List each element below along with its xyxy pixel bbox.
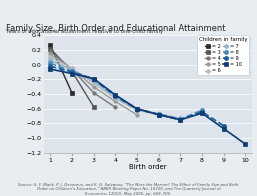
Line: = 8: = 8 bbox=[48, 61, 204, 121]
= 5 bbox=[70, 67, 74, 70]
= 8 bbox=[49, 62, 52, 64]
= 10 bbox=[157, 113, 160, 116]
= 7 bbox=[157, 113, 160, 115]
= 4 bbox=[70, 68, 74, 70]
= 6 bbox=[157, 113, 160, 116]
= 8 bbox=[179, 118, 182, 120]
Line: = 3: = 3 bbox=[49, 47, 95, 108]
= 5 bbox=[114, 100, 117, 103]
= 2 bbox=[70, 92, 74, 94]
= 7 bbox=[114, 96, 117, 98]
= 10 bbox=[222, 127, 225, 130]
Legend: = 2, = 3, = 4, = 5, = 6, = 7, = 8, = 9, = 10: = 2, = 3, = 4, = 5, = 6, = 7, = 8, = 9, … bbox=[197, 35, 250, 75]
= 6 bbox=[49, 56, 52, 59]
Line: = 4: = 4 bbox=[49, 50, 117, 109]
= 5 bbox=[135, 113, 139, 116]
= 3 bbox=[92, 105, 95, 108]
= 10 bbox=[114, 94, 117, 96]
= 7 bbox=[70, 69, 74, 71]
= 6 bbox=[70, 67, 74, 70]
= 5 bbox=[49, 53, 52, 56]
Text: Family Size, Birth Order and Educational Attainment: Family Size, Birth Order and Educational… bbox=[6, 24, 226, 33]
= 10 bbox=[92, 77, 95, 80]
= 3 bbox=[49, 47, 52, 50]
= 9 bbox=[92, 77, 95, 80]
= 4 bbox=[49, 50, 52, 53]
= 9 bbox=[70, 71, 74, 73]
= 8 bbox=[135, 108, 139, 111]
= 5 bbox=[92, 86, 95, 88]
= 9 bbox=[157, 113, 160, 116]
= 6 bbox=[92, 82, 95, 84]
= 10 bbox=[49, 68, 52, 70]
= 9 bbox=[114, 94, 117, 97]
= 7 bbox=[92, 80, 95, 82]
X-axis label: Birth order: Birth order bbox=[129, 164, 167, 170]
Line: = 7: = 7 bbox=[49, 59, 182, 120]
= 10 bbox=[179, 119, 182, 121]
= 2 bbox=[49, 44, 52, 46]
= 4 bbox=[92, 92, 95, 94]
= 8 bbox=[200, 109, 204, 111]
Text: Source: S. F. Black, P. J. Devereux, and K. G. Salvanes, “The More the Merrier? : Source: S. F. Black, P. J. Devereux, and… bbox=[18, 183, 239, 196]
= 9 bbox=[135, 108, 139, 110]
= 8 bbox=[157, 113, 160, 115]
= 8 bbox=[92, 78, 95, 81]
= 6 bbox=[114, 97, 117, 100]
= 10 bbox=[70, 72, 74, 75]
= 7 bbox=[135, 108, 139, 110]
Line: = 6: = 6 bbox=[49, 56, 160, 116]
Line: = 9: = 9 bbox=[48, 64, 226, 128]
= 10 bbox=[135, 108, 139, 110]
= 9 bbox=[179, 119, 182, 121]
= 8 bbox=[114, 95, 117, 97]
Text: Years of educational attainment relative to one-child family: Years of educational attainment relative… bbox=[6, 29, 163, 34]
= 7 bbox=[49, 59, 52, 62]
= 10 bbox=[244, 143, 247, 145]
Line: = 5: = 5 bbox=[49, 53, 139, 116]
= 9 bbox=[222, 124, 225, 127]
= 6 bbox=[135, 109, 139, 111]
= 9 bbox=[49, 65, 52, 67]
= 8 bbox=[70, 70, 74, 73]
= 4 bbox=[114, 106, 117, 109]
Line: = 2: = 2 bbox=[49, 43, 74, 94]
= 10 bbox=[200, 112, 204, 114]
= 9 bbox=[200, 111, 204, 113]
Line: = 10: = 10 bbox=[48, 67, 247, 146]
= 3 bbox=[70, 70, 74, 73]
= 7 bbox=[179, 117, 182, 120]
